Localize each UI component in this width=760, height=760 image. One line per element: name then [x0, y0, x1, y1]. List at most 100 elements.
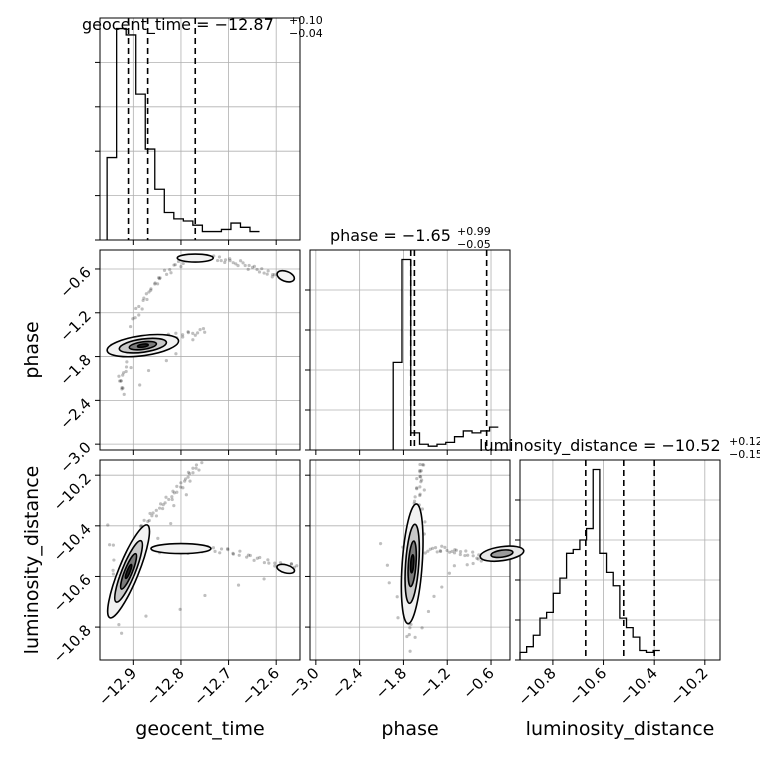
scatter-point	[454, 548, 458, 552]
scatter-point	[193, 333, 197, 337]
scatter-point	[387, 581, 391, 585]
scatter-point	[148, 511, 152, 516]
contour-lum-phase	[400, 503, 424, 625]
scatter-point	[246, 553, 251, 557]
scatter-point	[187, 472, 192, 476]
scatter-point	[151, 511, 155, 515]
scatter-point	[243, 263, 247, 268]
histogram-step	[106, 27, 260, 240]
scatter-point	[142, 518, 146, 522]
scatter-point	[186, 330, 190, 334]
title-geocent-time-sub: −0.04	[289, 27, 323, 40]
scatter-point	[153, 281, 157, 285]
scatter-point	[428, 547, 432, 551]
scatter-point	[147, 290, 151, 294]
scatter-point	[247, 263, 251, 268]
scatter-point	[395, 595, 399, 599]
scatter-point	[161, 503, 165, 507]
scatter-point	[121, 373, 125, 377]
scatter-point	[133, 316, 137, 320]
scatter-point	[238, 259, 243, 263]
tick-label-x: −10.4	[616, 664, 661, 709]
contour-lum-geocent-right	[276, 563, 296, 575]
title-luminosity-distance-sub: −0.15	[729, 448, 760, 461]
scatter-point	[137, 304, 141, 309]
scatter-point	[111, 568, 115, 572]
scatter-point	[181, 333, 185, 337]
contour-level	[490, 549, 514, 559]
scatter-point	[129, 365, 133, 370]
scatter-point	[452, 551, 457, 555]
scatter-point	[255, 556, 259, 560]
tick-label-y: −10.8	[50, 621, 95, 666]
scatter-point	[164, 495, 168, 499]
scatter-point	[413, 495, 417, 499]
contour-level	[409, 554, 415, 574]
scatter-point	[175, 490, 179, 494]
contour-level	[124, 563, 133, 580]
scatter-point	[231, 551, 235, 556]
scatter-point	[153, 282, 157, 286]
scatter-point	[191, 471, 195, 475]
histogram-phase	[392, 250, 499, 450]
scatter-point	[168, 268, 172, 272]
contour-level	[276, 269, 296, 283]
scatter-point	[443, 545, 447, 549]
scatter-point	[137, 313, 141, 317]
scatter-point	[124, 365, 129, 369]
scatter-point	[173, 263, 177, 267]
scatter-point	[262, 560, 266, 565]
scatter-point	[159, 502, 163, 506]
scatter-point	[122, 371, 126, 375]
scatter-point	[217, 255, 222, 259]
scatter-point	[257, 270, 262, 274]
scatter-point	[238, 549, 242, 553]
scatter-point	[106, 523, 110, 527]
scatter-point	[226, 547, 230, 552]
contour-lum-geocent	[106, 524, 151, 619]
scatter-point	[179, 265, 183, 269]
scatter-point	[111, 572, 115, 576]
scatter-point	[194, 466, 198, 470]
scatter-point	[171, 489, 175, 493]
scatter-point	[169, 271, 173, 275]
contour-phase-geocent-right	[276, 269, 296, 283]
scatter-point	[191, 331, 195, 335]
scatter-point	[236, 263, 240, 268]
tick-label-x: −10.8	[515, 664, 560, 709]
scatter-point	[420, 463, 425, 467]
contour-level	[176, 253, 215, 263]
tick-label-y: −10.2	[50, 469, 95, 514]
scatter-point	[289, 562, 293, 566]
scatter-point	[140, 307, 144, 311]
scatter-point	[262, 271, 266, 275]
tick-label-x: −10.6	[565, 664, 610, 709]
scatter-point	[174, 352, 178, 356]
scatter-point	[154, 508, 158, 512]
scatter-point	[158, 506, 162, 510]
scatter-point	[408, 649, 412, 653]
scatter-point	[128, 324, 133, 329]
contour-lum-geocent-arm	[150, 542, 212, 555]
scatter-point	[191, 466, 195, 470]
tick-label-x: −1.2	[416, 664, 454, 702]
tick-label-x: −0.6	[459, 664, 497, 702]
scatter-point	[149, 287, 153, 291]
tick-label-y: −0.6	[56, 263, 94, 301]
scatter-point	[471, 550, 475, 554]
scatter-point	[203, 593, 207, 598]
title-phase: phase = −1.65	[330, 226, 451, 245]
tick-label-y: −10.4	[50, 520, 95, 565]
tick-label-x: −1.8	[372, 664, 410, 702]
scatter-point	[262, 577, 266, 581]
contour-level	[150, 542, 212, 555]
scatter-point	[407, 633, 411, 637]
scatter-point	[236, 583, 241, 587]
panel-2-0	[95, 459, 301, 665]
scatter-point	[183, 479, 187, 483]
scatter-point	[266, 269, 270, 273]
scatter-point	[258, 555, 262, 560]
scatter-point	[186, 331, 190, 335]
scatter-point	[438, 549, 443, 554]
scatter-point	[438, 549, 442, 553]
